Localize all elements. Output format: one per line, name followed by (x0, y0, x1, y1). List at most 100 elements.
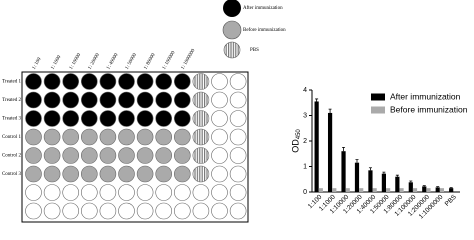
well (136, 202, 154, 220)
well (136, 73, 154, 90)
well (211, 110, 228, 127)
well (25, 147, 42, 164)
bar (341, 151, 346, 192)
bar (332, 188, 337, 192)
well (174, 110, 191, 127)
bar (372, 188, 377, 192)
row-label: Control 3 (2, 172, 22, 177)
error-bar (409, 180, 413, 183)
well (118, 202, 135, 220)
well (99, 165, 117, 183)
well (25, 91, 42, 109)
well (43, 165, 61, 183)
bar (359, 188, 364, 192)
well (174, 184, 191, 201)
well (192, 73, 210, 90)
well (25, 128, 42, 146)
row-label: Control 1 (2, 135, 22, 140)
well (155, 73, 172, 90)
well (174, 91, 191, 109)
well (136, 147, 154, 164)
row-label: Treated 3 (2, 117, 21, 122)
y-tick-label: 4 (303, 87, 307, 94)
well (229, 202, 247, 220)
well (62, 91, 79, 109)
bar (435, 187, 440, 192)
column-label: 1: 1000 (50, 55, 62, 71)
well (81, 147, 98, 164)
error-bar (449, 187, 453, 189)
well (99, 91, 117, 109)
well (118, 110, 135, 127)
well (136, 165, 154, 183)
well (25, 73, 42, 90)
well (229, 91, 247, 109)
well (118, 165, 135, 183)
bar-chart: 01234OD4501:1001:10001:100001:200001:400… (290, 87, 467, 221)
well (81, 91, 98, 109)
y-axis-label: OD450 (290, 129, 301, 153)
legend-swatch (371, 106, 385, 114)
legend-label: Before immunization (390, 104, 468, 114)
well (211, 147, 228, 164)
well (192, 91, 210, 109)
error-bar (395, 174, 399, 177)
well (43, 184, 61, 201)
well (136, 184, 154, 201)
x-tick-label: PBS (444, 193, 459, 208)
well (174, 165, 191, 183)
well (155, 91, 172, 109)
column-label: 1: 80000 (143, 52, 156, 70)
well (81, 128, 98, 146)
well (99, 147, 117, 164)
well (25, 165, 42, 183)
bar (399, 188, 404, 192)
well (211, 73, 228, 90)
well (229, 73, 247, 90)
well (192, 184, 210, 201)
well (99, 184, 117, 201)
legend-label: Before immunization (243, 28, 286, 33)
well (229, 184, 247, 201)
well (62, 110, 79, 127)
bar (412, 188, 418, 192)
well (155, 147, 172, 164)
well (99, 202, 117, 220)
well (62, 165, 79, 183)
bar (426, 188, 431, 192)
well (62, 147, 79, 164)
bar (354, 162, 360, 192)
bar (386, 188, 391, 192)
column-label: 1: 10000 (69, 52, 82, 70)
legend-swatch (222, 20, 242, 40)
well (81, 165, 98, 183)
well (211, 128, 228, 146)
y-tick-label: 1 (303, 163, 307, 170)
error-bar (355, 159, 359, 163)
bar (395, 176, 400, 192)
bar (314, 101, 319, 192)
well (192, 147, 210, 164)
well (81, 73, 98, 90)
well (229, 165, 247, 183)
y-axis-label-sub: 450 (296, 129, 302, 140)
bar (368, 170, 373, 192)
column-label: 1: 100000 (162, 50, 177, 70)
well (43, 110, 61, 127)
error-bar (342, 146, 346, 152)
well (174, 128, 191, 146)
well (62, 73, 79, 90)
bar (345, 188, 350, 192)
well (229, 147, 247, 164)
well (62, 184, 79, 201)
well (192, 128, 210, 146)
error-bar (422, 185, 426, 187)
well (174, 73, 191, 90)
well (229, 110, 247, 127)
row-label: Treated 2 (2, 98, 21, 103)
well (43, 91, 61, 109)
well (81, 184, 98, 201)
well (25, 202, 42, 220)
row-label: Control 2 (2, 154, 22, 159)
well (99, 73, 117, 90)
